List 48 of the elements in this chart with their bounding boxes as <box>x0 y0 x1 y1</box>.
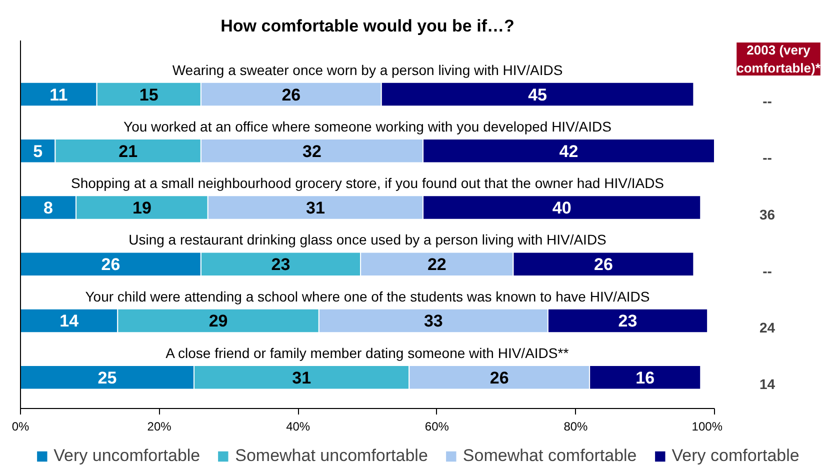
x-tick-label: 100% <box>692 420 723 434</box>
y-tick-label: Shopping at a small neighbourhood grocery store, if you found out that the owner had HIV/IADS <box>70 175 664 192</box>
data-label: 45 <box>528 85 547 104</box>
data-label: 11 <box>50 85 68 104</box>
data-label: 5 <box>33 142 43 161</box>
text: 14 <box>760 376 776 392</box>
chart-title: How comfortable would you be if…? <box>220 16 514 36</box>
legend-label: Somewhat comfortable <box>462 446 637 466</box>
legend-label: Somewhat uncomfortable <box>235 446 428 466</box>
x-tick-label: 0% <box>12 420 30 434</box>
data-label: 16 <box>636 368 655 388</box>
data-label: 29 <box>208 312 228 331</box>
legend-label: Very uncomfortable <box>54 446 200 466</box>
x-tick-label: 20% <box>147 420 172 434</box>
data-label: 8 <box>44 198 53 218</box>
data-label: 14 <box>60 312 80 331</box>
data-label: 19 <box>132 198 152 218</box>
data-label: 26 <box>101 255 120 274</box>
y-tick-label: You worked at an office where someone working with you developed HIV/AIDS <box>124 118 612 134</box>
data-label: 23 <box>271 255 290 274</box>
data-label: 33 <box>424 312 443 331</box>
y-tick-label: Using a restaurant drinking glass once used by a person living with HIV/AIDS <box>128 232 606 248</box>
data-label: 23 <box>618 312 638 331</box>
data-label: 31 <box>306 198 325 218</box>
y-tick-label: Your child were attending a school where one of the students was known to have HIV/AIDS <box>85 288 650 304</box>
data-label: 42 <box>559 142 578 161</box>
text: -- <box>762 93 772 110</box>
data-label: 26 <box>490 368 509 388</box>
legend-label: Very comfortable <box>672 446 800 466</box>
data-label: 26 <box>594 255 613 274</box>
data-label: 31 <box>292 368 312 388</box>
text: -- <box>762 262 772 279</box>
x-tick-label: 80% <box>564 420 588 434</box>
data-label: 25 <box>98 368 117 388</box>
x-tick-label: 60% <box>424 420 450 434</box>
text: -- <box>762 150 772 166</box>
y-tick-label: A close friend or family member dating someone with HIV/AIDS** <box>166 344 570 361</box>
text: 36 <box>760 206 776 222</box>
x-tick-label: 40% <box>286 420 310 434</box>
y-tick-label: Wearing a sweater once worn by a person living with HIV/AIDS <box>172 62 563 78</box>
data-label: 26 <box>282 85 301 104</box>
data-label: 40 <box>552 198 572 218</box>
data-label: 22 <box>427 255 446 274</box>
text: 24 <box>760 320 776 336</box>
data-label: 32 <box>302 142 322 161</box>
data-label: 21 <box>118 142 138 161</box>
text: 2003 (very comfortable)* <box>736 42 822 76</box>
data-label: 15 <box>139 85 158 104</box>
